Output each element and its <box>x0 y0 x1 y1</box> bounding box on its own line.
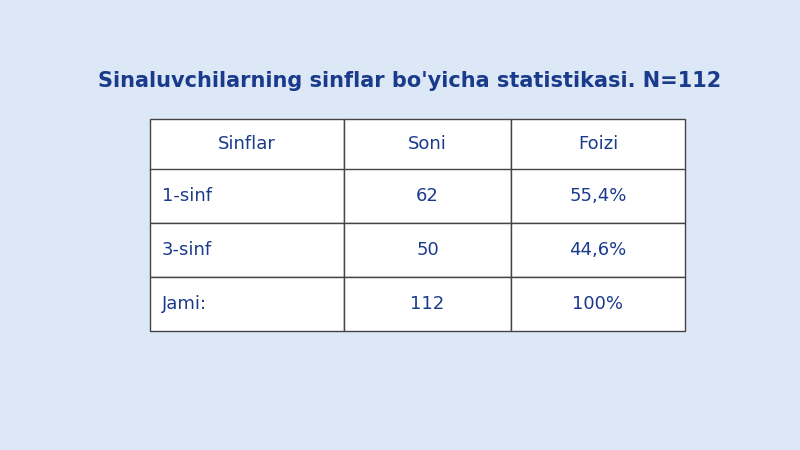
Text: Foizi: Foizi <box>578 135 618 153</box>
Text: Sinflar: Sinflar <box>218 135 276 153</box>
Bar <box>344 170 510 223</box>
Text: 44,6%: 44,6% <box>570 241 626 259</box>
Bar <box>510 119 685 170</box>
Bar <box>344 223 510 277</box>
Text: 1-sinf: 1-sinf <box>162 188 211 206</box>
Bar <box>150 119 344 170</box>
Text: 100%: 100% <box>573 295 623 313</box>
Bar <box>510 170 685 223</box>
Text: Jami:: Jami: <box>162 295 206 313</box>
Text: 3-sinf: 3-sinf <box>162 241 212 259</box>
Bar <box>150 277 344 331</box>
Text: 112: 112 <box>410 295 445 313</box>
Text: Sinaluvchilarning sinflar bo'yicha statistikasi. N=112: Sinaluvchilarning sinflar bo'yicha stati… <box>98 71 722 91</box>
Bar <box>150 170 344 223</box>
Bar <box>510 223 685 277</box>
Bar <box>150 223 344 277</box>
Text: 62: 62 <box>416 188 439 206</box>
Bar <box>344 119 510 170</box>
Text: Soni: Soni <box>408 135 447 153</box>
Text: 50: 50 <box>416 241 439 259</box>
Bar <box>510 277 685 331</box>
Text: 55,4%: 55,4% <box>570 188 626 206</box>
Bar <box>344 277 510 331</box>
